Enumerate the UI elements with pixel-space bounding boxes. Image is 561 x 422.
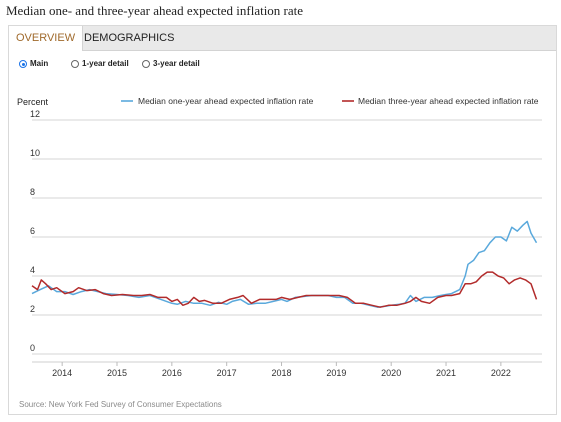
page-title: Median one- and three-year ahead expecte… xyxy=(6,3,304,18)
y-tick-label: 6 xyxy=(30,226,35,236)
chart-panel: OVERVIEW DEMOGRAPHICS Main 1-year detail… xyxy=(8,25,557,415)
x-tick-label: 2022 xyxy=(491,368,511,378)
y-axis-label: Percent xyxy=(17,97,49,107)
y-tick-label: 0 xyxy=(30,343,35,353)
radio-3-year-detail-label: 3-year detail xyxy=(153,59,200,68)
y-axis-ticks: 0 2 4 6 8 10 12 xyxy=(30,109,40,353)
tab-bar: OVERVIEW DEMOGRAPHICS xyxy=(9,26,556,51)
radio-main-label: Main xyxy=(30,59,49,68)
y-tick-label: 4 xyxy=(30,265,35,275)
series-line-three-year[interactable] xyxy=(31,271,538,308)
legend: Median one-year ahead expected inflation… xyxy=(121,96,539,106)
source-note: Source: New York Fed Survey of Consumer … xyxy=(19,400,222,409)
x-tick-label: 2020 xyxy=(381,368,401,378)
gridlines xyxy=(32,119,542,355)
x-tick-label: 2018 xyxy=(272,368,292,378)
y-tick-label: 2 xyxy=(30,304,35,314)
radio-1-year-detail[interactable]: 1-year detail xyxy=(71,59,129,68)
y-tick-label: 8 xyxy=(30,187,35,197)
legend-label-one-year[interactable]: Median one-year ahead expected inflation… xyxy=(138,96,314,106)
x-axis-ticks: 2014 2015 2016 2017 2018 2019 2020 2021 2022 xyxy=(32,361,542,378)
x-tick-label: 2016 xyxy=(162,368,182,378)
radio-3-year-detail[interactable]: 3-year detail xyxy=(142,59,200,68)
series-lines xyxy=(31,220,538,308)
tab-demographics[interactable]: DEMOGRAPHICS xyxy=(84,32,175,44)
x-tick-label: 2021 xyxy=(436,368,456,378)
radio-1-year-detail-label: 1-year detail xyxy=(82,59,129,68)
radio-main[interactable]: Main xyxy=(19,59,48,68)
x-tick-label: 2019 xyxy=(326,368,346,378)
legend-label-three-year[interactable]: Median three-year ahead expected inflati… xyxy=(358,96,539,106)
x-tick-label: 2015 xyxy=(107,368,127,378)
x-tick-label: 2014 xyxy=(52,368,72,378)
y-tick-label: 12 xyxy=(30,109,40,119)
tab-overview[interactable]: OVERVIEW xyxy=(9,26,84,51)
radio-unselected-icon xyxy=(71,60,79,68)
x-tick-label: 2017 xyxy=(217,368,237,378)
radio-unselected-icon xyxy=(142,60,150,68)
y-tick-label: 10 xyxy=(30,148,40,158)
radio-selected-icon xyxy=(19,60,27,68)
